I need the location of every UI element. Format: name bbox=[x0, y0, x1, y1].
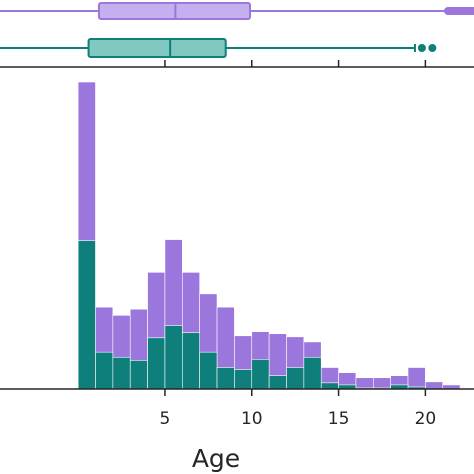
histogram-bar bbox=[164, 325, 183, 390]
histogram-bar bbox=[303, 356, 322, 390]
histogram-bar bbox=[286, 367, 305, 390]
histogram-bar bbox=[268, 375, 287, 390]
boxplot-outlier bbox=[417, 44, 426, 52]
histogram-bar bbox=[129, 360, 148, 390]
histogram-bar bbox=[355, 377, 374, 390]
histogram-bar bbox=[147, 337, 166, 390]
x-axis-ticks: 5 10 15 20 bbox=[160, 60, 437, 429]
histogram-bar bbox=[234, 369, 253, 390]
histogram-bar bbox=[112, 356, 131, 390]
histogram-bar bbox=[216, 367, 235, 390]
boxplot-panel bbox=[0, 2, 474, 58]
histogram-bar bbox=[425, 381, 444, 390]
histogram-bar bbox=[251, 359, 270, 390]
boxplot-outlier bbox=[428, 44, 437, 52]
x-tick-label: 15 bbox=[328, 409, 350, 429]
histogram-bar bbox=[95, 351, 114, 390]
histogram-bar bbox=[182, 332, 200, 390]
histogram-bar bbox=[407, 367, 426, 390]
histogram-panel bbox=[77, 81, 461, 390]
histogram-bar bbox=[372, 377, 391, 390]
histogram-bar bbox=[77, 240, 96, 390]
x-tick-label: 5 bbox=[160, 409, 171, 429]
x-axis-label: Age bbox=[192, 444, 240, 473]
boxplot-box bbox=[87, 38, 227, 58]
boxplot-outliers bbox=[444, 7, 474, 15]
x-tick-label: 20 bbox=[415, 409, 437, 429]
histogram-bar bbox=[199, 351, 218, 390]
x-tick-label: 10 bbox=[241, 409, 263, 429]
histogram-bar bbox=[320, 382, 339, 390]
